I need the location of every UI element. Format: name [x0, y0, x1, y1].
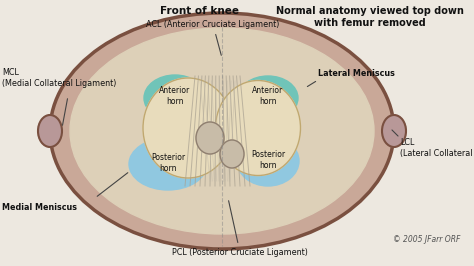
- Text: Posterior
horn: Posterior horn: [151, 153, 185, 173]
- Ellipse shape: [196, 122, 224, 154]
- Ellipse shape: [144, 75, 206, 121]
- Text: LCL
(Lateral Collateral Ligament): LCL (Lateral Collateral Ligament): [400, 138, 474, 158]
- Ellipse shape: [238, 76, 298, 120]
- Ellipse shape: [237, 136, 299, 186]
- Text: MCL
(Medial Collateral Ligament): MCL (Medial Collateral Ligament): [2, 68, 117, 88]
- Ellipse shape: [38, 115, 62, 147]
- Ellipse shape: [216, 81, 301, 176]
- Text: Lateral Meniscus: Lateral Meniscus: [318, 69, 395, 78]
- Text: Front of knee: Front of knee: [161, 6, 239, 16]
- Ellipse shape: [70, 28, 374, 234]
- Text: Posterior
horn: Posterior horn: [251, 150, 285, 170]
- Ellipse shape: [129, 138, 207, 190]
- Ellipse shape: [220, 140, 244, 168]
- Text: PCL (Posterior Cruciate Ligament): PCL (Posterior Cruciate Ligament): [172, 201, 308, 257]
- Text: Medial Meniscus: Medial Meniscus: [2, 203, 77, 213]
- Text: Anterior
horn: Anterior horn: [252, 86, 283, 106]
- Text: © 2005 JFarr ORF: © 2005 JFarr ORF: [392, 235, 460, 244]
- Text: Normal anatomy viewed top down
with femur removed: Normal anatomy viewed top down with femu…: [276, 6, 464, 28]
- Ellipse shape: [143, 78, 233, 178]
- Ellipse shape: [50, 13, 394, 249]
- Ellipse shape: [382, 115, 406, 147]
- Text: ACL (Anterior Cruciate Ligament): ACL (Anterior Cruciate Ligament): [146, 20, 280, 55]
- Text: Anterior
horn: Anterior horn: [159, 86, 191, 106]
